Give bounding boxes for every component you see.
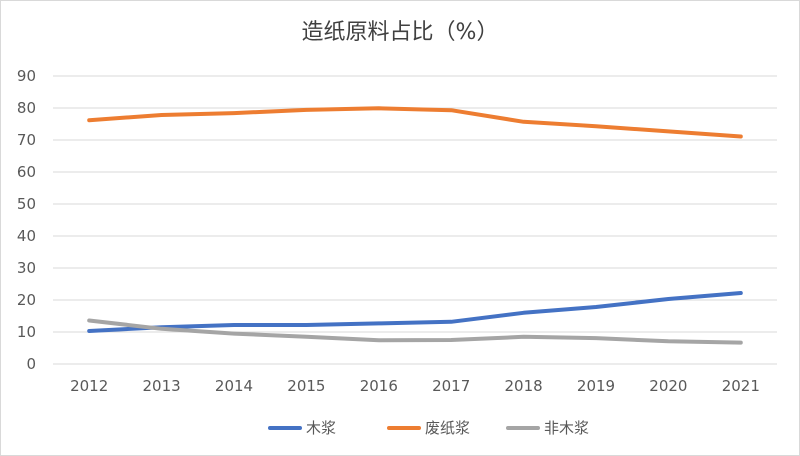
y-tick-label: 0	[26, 355, 36, 373]
y-tick-label: 60	[17, 163, 36, 181]
x-tick-label: 2018	[505, 377, 543, 395]
x-tick-label: 2015	[287, 377, 325, 395]
legend-label: 废纸浆	[425, 419, 470, 437]
y-axis-ticks: 0 10 20 30 40 50 60 70 80 90	[17, 67, 36, 373]
y-tick-label: 40	[17, 227, 36, 245]
legend-item-1: 废纸浆	[387, 419, 470, 437]
y-tick-label: 30	[17, 259, 36, 277]
series-line-2	[87, 318, 743, 345]
chart-title: 造纸原料占比（%）	[302, 20, 499, 45]
legend-label: 木浆	[306, 419, 336, 437]
x-tick-label: 2012	[70, 377, 108, 395]
series-line-0	[87, 291, 743, 333]
legend: 木浆 废纸浆 非木浆	[268, 419, 589, 437]
y-tick-label: 90	[17, 67, 36, 85]
x-tick-label: 2014	[215, 377, 253, 395]
y-tick-label: 70	[17, 131, 36, 149]
series-lines	[87, 106, 743, 345]
y-tick-label: 20	[17, 291, 36, 309]
x-tick-label: 2013	[143, 377, 181, 395]
x-tick-label: 2021	[722, 377, 760, 395]
y-tick-label: 50	[17, 195, 36, 213]
x-axis-ticks: 2012 2013 2014 2015 2016 2017 2018 2019 2020 2021	[70, 377, 760, 395]
legend-label: 非木浆	[544, 419, 589, 437]
y-tick-label: 10	[17, 323, 36, 341]
x-tick-label: 2017	[432, 377, 470, 395]
y-tick-label: 80	[17, 99, 36, 117]
x-tick-label: 2020	[649, 377, 687, 395]
x-tick-label: 2019	[577, 377, 615, 395]
x-tick-label: 2016	[360, 377, 398, 395]
legend-item-0: 木浆	[268, 419, 336, 437]
legend-item-2: 非木浆	[506, 419, 589, 437]
series-line-1	[87, 106, 743, 139]
